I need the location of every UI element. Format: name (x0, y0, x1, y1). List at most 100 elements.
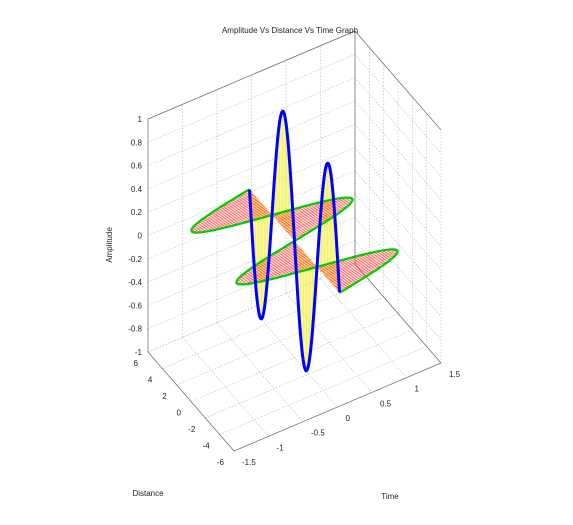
time-hatch (209, 194, 255, 215)
tick-label: 0.6 (131, 162, 143, 171)
time-hatch (255, 259, 311, 283)
tick-label: -1 (135, 348, 143, 357)
time-hatch (237, 251, 304, 280)
tick-label: -0.2 (128, 255, 142, 264)
series-amplitude-wave (248, 109, 341, 373)
gridline (147, 100, 356, 190)
time-hatch (211, 207, 266, 231)
axis-line (147, 351, 235, 452)
tick-label: -4 (203, 442, 211, 451)
time-hatch (226, 209, 268, 228)
time-hatch (276, 202, 318, 221)
tick-label: 2 (162, 392, 167, 401)
gridline (147, 123, 356, 213)
gridline (251, 307, 338, 408)
time-hatch (331, 256, 394, 284)
time-hatch (191, 200, 260, 230)
tick-label: -0.4 (128, 278, 142, 287)
time-hatch (192, 199, 259, 228)
gridline (354, 124, 442, 224)
time-hatch (322, 252, 371, 274)
time-hatch (286, 205, 349, 233)
tick-label: 0.8 (131, 138, 143, 147)
tick-label: -0.5 (311, 429, 325, 438)
time-hatch (199, 205, 264, 233)
time-hatch (332, 260, 390, 286)
tick-label: -1.5 (242, 458, 256, 467)
time-hatch (263, 260, 312, 282)
time-hatch (278, 199, 334, 223)
x-axis-label: Distance (132, 489, 164, 498)
gridline (354, 193, 442, 294)
gridline (285, 293, 373, 393)
time-hatch (255, 246, 300, 266)
tick-label: -0.6 (128, 301, 142, 310)
time-hatch (334, 267, 380, 288)
time-hatch (271, 261, 313, 280)
tick-label: 0.4 (131, 185, 143, 194)
gridline (147, 77, 356, 166)
time-hatch (195, 198, 258, 226)
tick-label: -6 (217, 458, 225, 467)
gridline (354, 170, 442, 270)
gridline (147, 240, 356, 329)
chart-title: Amplitude Vs Distance Vs Time Graph (222, 26, 358, 35)
time-hatch (329, 252, 398, 282)
gridline (354, 217, 442, 317)
gridline (354, 77, 442, 177)
time-hatch (218, 208, 267, 230)
time-hatch (249, 247, 301, 270)
grid-layer (147, 30, 442, 452)
gridline (190, 313, 399, 402)
gridline (320, 278, 407, 378)
tick-label: -0.8 (128, 325, 142, 334)
time-hatch (204, 206, 265, 233)
time-hatch (284, 200, 353, 230)
z-axis-label: Amplitude (105, 227, 114, 263)
time-hatch (199, 196, 257, 222)
gridline (147, 217, 356, 306)
tick-label: -2 (188, 425, 196, 434)
tick-label: 1 (415, 385, 420, 394)
time-hatch (249, 257, 310, 284)
time-hatch (240, 249, 303, 277)
gridline (354, 147, 442, 247)
gridline (216, 322, 304, 422)
tick-label: 0.2 (131, 208, 143, 217)
gridline (162, 280, 370, 369)
tick-label: 4 (148, 376, 153, 385)
time-hatch (333, 263, 386, 287)
tick-layer: 1 0.8 0.6 0.4 0.2 0 -0.2 -0.4 -0.6 -0.8 -1 642 0 -2 -4… (128, 115, 460, 467)
time-hatch (236, 252, 305, 282)
time-hatch (288, 212, 340, 235)
gridline (354, 54, 442, 154)
gridline (176, 296, 384, 386)
tick-label: 1 (138, 115, 143, 124)
tick-label: 1.5 (449, 370, 461, 379)
time-hatch (325, 249, 390, 277)
tick-label: 0 (138, 232, 143, 241)
time-hatch (289, 216, 334, 236)
tick-label: 6 (134, 359, 139, 368)
time-hatch (323, 251, 378, 275)
time-hatch (277, 200, 326, 222)
wave-layer (190, 109, 399, 373)
tick-label: 0.5 (380, 399, 392, 408)
gridline (354, 240, 442, 340)
time-hatch (285, 202, 352, 231)
axis-line (354, 30, 442, 131)
time-hatch (321, 254, 363, 273)
gridline (182, 337, 269, 437)
axis-line (233, 362, 442, 452)
gridline (147, 147, 356, 236)
time-hatch (330, 254, 397, 283)
y-axis-label: Time (381, 492, 399, 501)
axis-line (147, 30, 356, 120)
tick-label: 0 (177, 409, 182, 418)
time-hatch (279, 198, 340, 225)
gridline (147, 54, 356, 143)
tick-label: -1 (277, 443, 285, 452)
axis-line (354, 263, 442, 364)
time-hatch (324, 249, 385, 276)
